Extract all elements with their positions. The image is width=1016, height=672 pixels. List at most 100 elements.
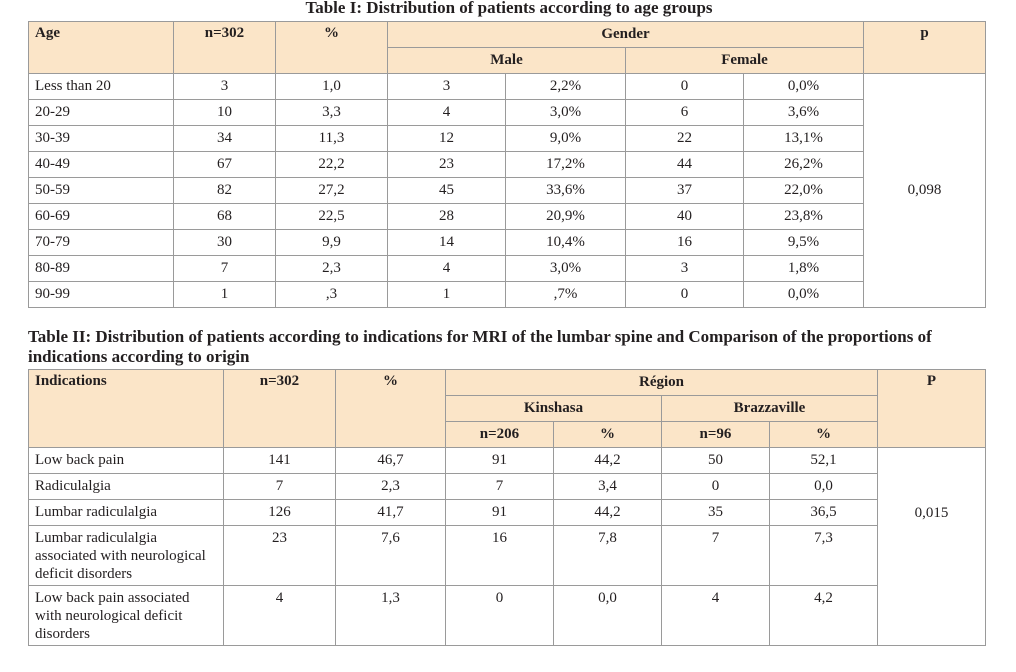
- female-header: Female: [624, 47, 865, 74]
- p-value-cell: 0,098: [863, 73, 987, 308]
- female-count-cell: 6: [625, 99, 744, 126]
- brazzaville-percent-cell: 36,5: [769, 499, 878, 526]
- male-count-cell: 12: [387, 125, 506, 152]
- age-group-cell: 60-69: [28, 203, 174, 230]
- brazzaville-percent-cell: 52,1: [769, 447, 878, 474]
- kinshasa-count-cell: 0: [445, 585, 554, 646]
- brazzaville-percent-header: %: [769, 421, 878, 448]
- percent-cell: 11,3: [275, 125, 388, 152]
- percent-header: %: [335, 369, 446, 448]
- female-percent-cell: 26,2%: [742, 151, 865, 178]
- kinshasa-count-cell: 91: [445, 447, 554, 474]
- kinshasa-percent-cell: 44,2: [553, 447, 662, 474]
- p-header: P: [877, 369, 986, 448]
- male-count-cell: 1: [387, 281, 506, 308]
- kinshasa-n-header: n=206: [445, 421, 554, 448]
- percent-cell: 2,3: [335, 473, 446, 500]
- p-header: p: [863, 21, 987, 74]
- age-group-cell: 90-99: [28, 281, 174, 308]
- brazzaville-header: Brazzaville: [661, 395, 878, 422]
- percent-cell: 46,7: [335, 447, 446, 474]
- indication-cell: Radiculalgia: [28, 473, 224, 500]
- count-cell: 82: [173, 177, 276, 204]
- table-row: 40-49 67 22,2 23 17,2% 44 26,2%: [28, 151, 986, 178]
- table-row: Lumbar radiculalgia 126 41,7 91 44,2 35 …: [28, 499, 986, 526]
- female-percent-cell: 0,0%: [742, 281, 865, 308]
- count-cell: 1: [173, 281, 276, 308]
- count-cell: 68: [173, 203, 276, 230]
- table2-caption: Table II: Distribution of patients accor…: [28, 327, 932, 366]
- count-cell: 23: [223, 525, 336, 586]
- indications-table: Indications n=302 % Région P Kinshasa Br…: [28, 369, 986, 646]
- table-row: 30-39 34 11,3 12 9,0% 22 13,1%: [28, 125, 986, 152]
- percent-cell: 1,0: [275, 73, 388, 100]
- age-group-cell: 50-59: [28, 177, 174, 204]
- count-cell: 141: [223, 447, 336, 474]
- brazzaville-percent-cell: 0,0: [769, 473, 878, 500]
- percent-cell: 22,2: [275, 151, 388, 178]
- age-group-cell: 40-49: [28, 151, 174, 178]
- male-count-cell: 23: [387, 151, 506, 178]
- female-percent-cell: 13,1%: [742, 125, 865, 152]
- table-row: Less than 20 3 1,0 3 2,2% 0 0,0% 0,098: [28, 73, 987, 308]
- female-percent-cell: 0,0%: [742, 73, 865, 100]
- female-percent-cell: 3,6%: [742, 99, 865, 126]
- gender-header: Gender: [386, 21, 865, 48]
- age-header: Age: [28, 21, 174, 74]
- percent-cell: 22,5: [275, 203, 388, 230]
- table-row: Low back pain 141 46,7 91 44,2 50 52,1 0…: [28, 447, 986, 646]
- female-percent-cell: 9,5%: [742, 229, 865, 256]
- table-row: Lumbar radiculalgia associated with neur…: [28, 525, 986, 586]
- kinshasa-percent-cell: 0,0: [553, 585, 662, 646]
- indication-cell: Lumbar radiculalgia associated with neur…: [28, 525, 224, 586]
- age-group-cell: 70-79: [28, 229, 174, 256]
- age-distribution-table: Age n=302 % Gender p Male Female Less th…: [28, 21, 987, 308]
- table-row: 70-79 30 9,9 14 10,4% 16 9,5%: [28, 229, 986, 256]
- table-row: 60-69 68 22,5 28 20,9% 40 23,8%: [28, 203, 986, 230]
- male-count-cell: 4: [387, 255, 506, 282]
- percent-cell: 7,6: [335, 525, 446, 586]
- percent-cell: 27,2: [275, 177, 388, 204]
- p-value-cell: 0,015: [877, 447, 986, 646]
- count-cell: 126: [223, 499, 336, 526]
- female-percent-cell: 1,8%: [742, 255, 865, 282]
- age-group-cell: 80-89: [28, 255, 174, 282]
- male-count-cell: 4: [387, 99, 506, 126]
- female-count-cell: 0: [625, 73, 744, 100]
- percent-cell: 41,7: [335, 499, 446, 526]
- count-cell: 34: [173, 125, 276, 152]
- female-count-cell: 37: [625, 177, 744, 204]
- kinshasa-header: Kinshasa: [445, 395, 662, 422]
- kinshasa-percent-cell: 44,2: [553, 499, 662, 526]
- female-count-cell: 16: [625, 229, 744, 256]
- male-count-cell: 45: [387, 177, 506, 204]
- indication-cell: Low back pain: [28, 447, 224, 474]
- indication-cell: Low back pain associated with neurologic…: [28, 585, 224, 646]
- brazzaville-n-header: n=96: [661, 421, 770, 448]
- count-cell: 7: [223, 473, 336, 500]
- female-count-cell: 22: [625, 125, 744, 152]
- male-percent-cell: 10,4%: [505, 229, 626, 256]
- male-percent-cell: 17,2%: [505, 151, 626, 178]
- table-row: Radiculalgia 7 2,3 7 3,4 0 0,0: [28, 473, 986, 500]
- brazzaville-count-cell: 7: [661, 525, 770, 586]
- kinshasa-percent-cell: 3,4: [553, 473, 662, 500]
- count-cell: 3: [173, 73, 276, 100]
- male-percent-cell: 2,2%: [505, 73, 626, 100]
- table1-caption: Table I: Distribution of patients accord…: [305, 0, 713, 17]
- table-row: 20-29 10 3,3 4 3,0% 6 3,6%: [28, 99, 986, 126]
- percent-cell: 9,9: [275, 229, 388, 256]
- table-row: 90-99 1 ,3 1 ,7% 0 0,0%: [28, 281, 986, 308]
- male-percent-cell: 9,0%: [505, 125, 626, 152]
- percent-cell: 2,3: [275, 255, 388, 282]
- kinshasa-count-cell: 91: [445, 499, 554, 526]
- brazzaville-percent-cell: 4,2: [769, 585, 878, 646]
- count-cell: 30: [173, 229, 276, 256]
- brazzaville-percent-cell: 7,3: [769, 525, 878, 586]
- indication-cell: Lumbar radiculalgia: [28, 499, 224, 526]
- female-percent-cell: 23,8%: [742, 203, 865, 230]
- percent-cell: 3,3: [275, 99, 388, 126]
- table-row: Low back pain associated with neurologic…: [28, 585, 986, 646]
- count-cell: 4: [223, 585, 336, 646]
- percent-cell: 1,3: [335, 585, 446, 646]
